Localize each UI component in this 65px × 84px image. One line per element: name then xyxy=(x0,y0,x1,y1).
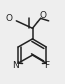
Text: F: F xyxy=(44,61,49,70)
Text: O: O xyxy=(6,14,13,23)
Text: N: N xyxy=(12,61,18,70)
Text: O: O xyxy=(40,11,47,20)
